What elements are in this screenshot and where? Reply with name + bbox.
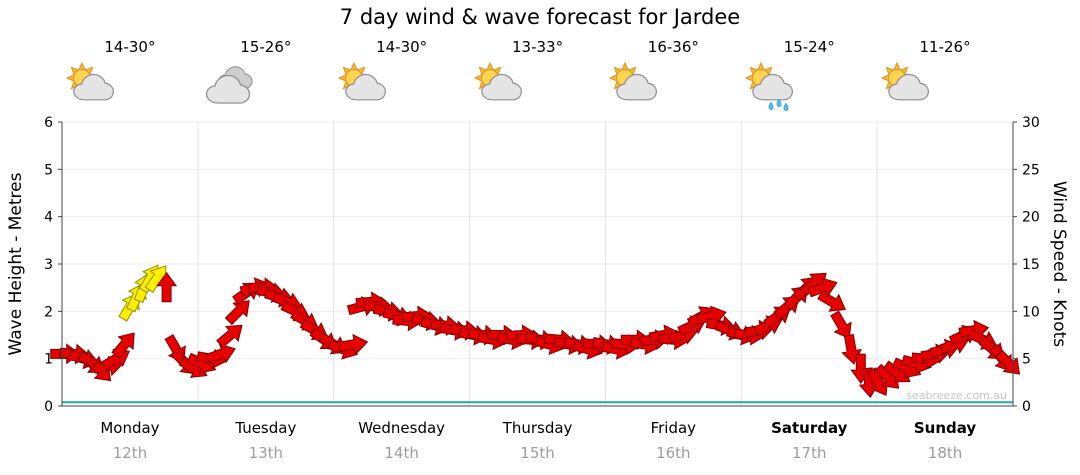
cloudy-icon bbox=[205, 66, 253, 104]
cloud-shape bbox=[73, 73, 114, 101]
day-header-monday: 14-30° bbox=[62, 38, 198, 113]
day-label-wednesday: Wednesday 14th bbox=[334, 419, 470, 462]
watermark-text: seabreeze.com.au bbox=[906, 389, 1007, 402]
day-header-saturday: 15-24° bbox=[741, 38, 877, 113]
day-header-wednesday: 14-30° bbox=[334, 38, 470, 113]
raindrop-icon bbox=[768, 101, 774, 111]
day-name: Saturday bbox=[771, 419, 848, 437]
raindrop-icon bbox=[776, 98, 782, 108]
wind-arrow bbox=[817, 290, 847, 312]
day-date: 12th bbox=[112, 444, 148, 462]
day-date: 13th bbox=[248, 444, 284, 462]
right-tick-label: 20 bbox=[1022, 210, 1040, 226]
page-title: 7 day wind & wave forecast for Jardee bbox=[339, 5, 741, 29]
day-label-monday: Monday 12th bbox=[62, 419, 198, 462]
right-tick-label: 15 bbox=[1022, 257, 1040, 273]
wind-arrow-series bbox=[50, 264, 1021, 399]
cloud-shape bbox=[480, 73, 522, 101]
left-tick-label: 4 bbox=[44, 210, 53, 226]
temp-range: 15-24° bbox=[783, 38, 835, 56]
cloud-shape bbox=[344, 73, 386, 101]
wind-arrow bbox=[205, 343, 236, 364]
wind-arrow bbox=[807, 277, 838, 298]
wind-arrow bbox=[156, 271, 178, 303]
weather-icon-slot bbox=[334, 61, 470, 113]
left-tick-label: 6 bbox=[44, 115, 53, 131]
weather-icon-slot bbox=[198, 61, 334, 113]
day-date: 15th bbox=[520, 444, 555, 462]
day-name: Sunday bbox=[913, 419, 977, 437]
right-tick-label: 5 bbox=[1022, 352, 1031, 368]
weather-icon-slot bbox=[62, 61, 198, 113]
cloud-shape bbox=[616, 73, 658, 101]
wind-arrow bbox=[216, 324, 243, 349]
temp-range: 14-30° bbox=[376, 38, 428, 56]
cloud-shape bbox=[888, 73, 930, 101]
partly-cloudy-icon bbox=[609, 61, 658, 101]
day-header-tuesday: 15-26° bbox=[198, 38, 334, 113]
partly-cloudy-icon bbox=[473, 61, 522, 101]
weather-icon-slot bbox=[470, 61, 606, 113]
right-tick-label: 25 bbox=[1022, 162, 1040, 178]
partly-cloudy-icon bbox=[65, 61, 114, 101]
wind-arrow bbox=[830, 310, 852, 340]
left-tick-label: 1 bbox=[44, 352, 53, 368]
weather-icon-slot bbox=[605, 61, 741, 113]
raindrop-icon bbox=[783, 102, 789, 112]
temp-range: 13-33° bbox=[511, 38, 564, 56]
weather-icon-slot bbox=[741, 61, 877, 113]
day-date: 16th bbox=[656, 444, 691, 462]
right-tick-label: 0 bbox=[1022, 399, 1031, 415]
left-tick-label: 2 bbox=[44, 304, 53, 320]
wind-arrow bbox=[995, 349, 1021, 375]
right-tick-label: 30 bbox=[1022, 115, 1040, 131]
day-name: Tuesday bbox=[235, 419, 297, 437]
gridlines bbox=[62, 121, 1013, 406]
partly-cloudy-icon bbox=[880, 61, 930, 101]
day-name: Thursday bbox=[502, 419, 573, 437]
day-name: Wednesday bbox=[358, 419, 446, 437]
day-label-tuesday: Tuesday 13th bbox=[198, 419, 334, 462]
axis-ticks: 0 1 2 3 4 5 6 0 5 10 15 20 25 30 bbox=[44, 115, 1040, 415]
left-tick-label: 5 bbox=[44, 162, 53, 178]
partly-cloudy-icon bbox=[337, 61, 386, 101]
temp-range: 14-30° bbox=[104, 38, 156, 56]
day-label-sunday: Sunday 18th bbox=[877, 419, 1013, 462]
wind-arrow bbox=[111, 332, 135, 359]
day-date: 14th bbox=[384, 444, 419, 462]
left-tick-label: 0 bbox=[44, 399, 53, 415]
wind-arrow bbox=[337, 333, 369, 355]
temp-range: 16-36° bbox=[647, 38, 699, 56]
right-tick-label: 10 bbox=[1022, 304, 1040, 320]
day-label-saturday: Saturday 17th bbox=[741, 419, 877, 462]
weather-icon-slot bbox=[877, 61, 1013, 113]
cloud-shape bbox=[205, 74, 251, 104]
cloud-shape bbox=[752, 73, 794, 101]
day-label-thursday: Thursday 15th bbox=[470, 419, 606, 462]
day-label-friday: Friday 16th bbox=[605, 419, 741, 462]
wind-arrow bbox=[866, 367, 889, 397]
wind-arrow bbox=[224, 300, 250, 326]
day-date: 17th bbox=[792, 444, 827, 462]
day-header-sunday: 11-26° bbox=[877, 38, 1013, 113]
temp-range: 11-26° bbox=[919, 38, 971, 56]
left-tick-label: 3 bbox=[44, 257, 53, 273]
day-header-thursday: 13-33° bbox=[470, 38, 606, 113]
partly-cloudy-rain-icon bbox=[745, 61, 794, 112]
day-name: Friday bbox=[650, 419, 697, 437]
day-date: 18th bbox=[927, 444, 963, 462]
temp-range: 15-26° bbox=[240, 38, 292, 56]
day-name: Monday bbox=[100, 419, 160, 437]
day-header-friday: 16-36° bbox=[605, 38, 741, 113]
